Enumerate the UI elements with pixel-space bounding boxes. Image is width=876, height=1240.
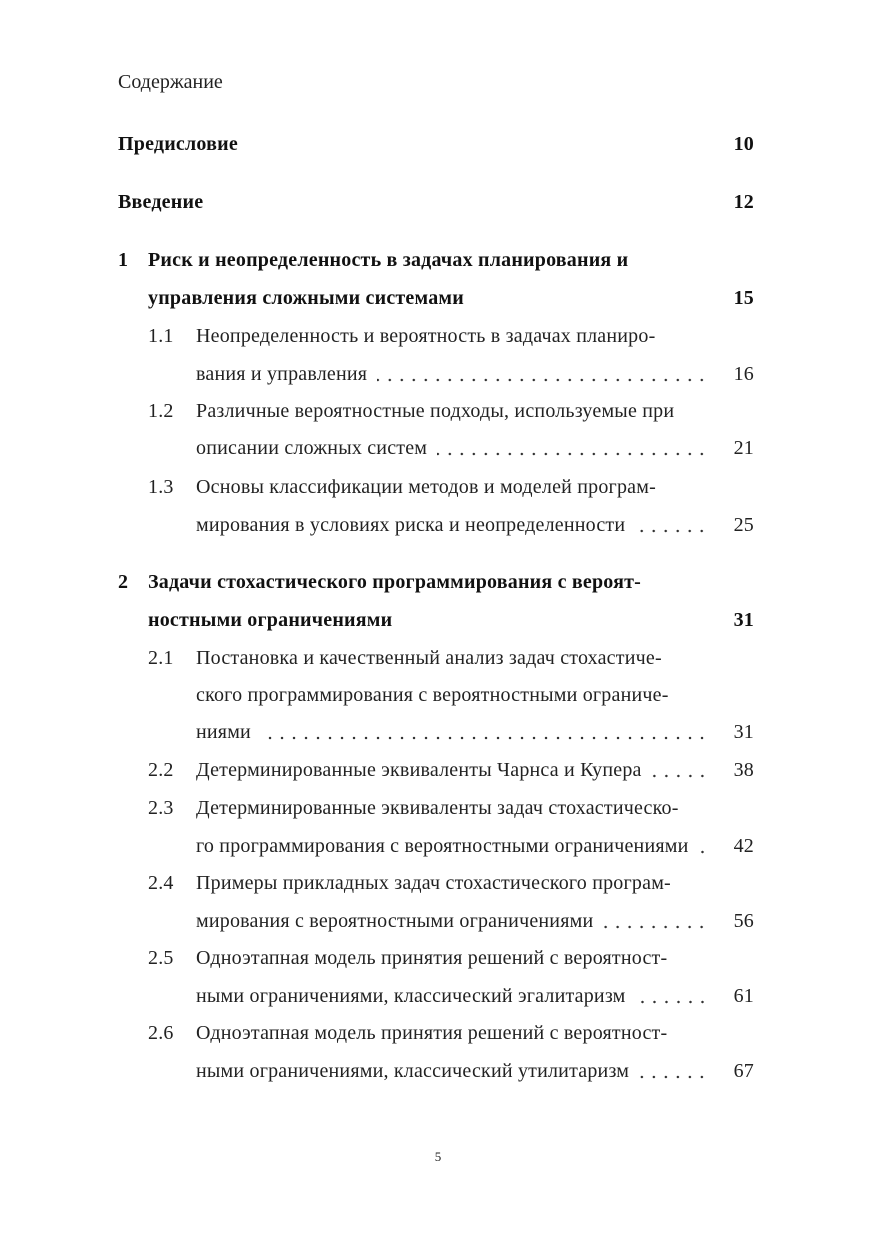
toc-entry-line[interactable]: Риск и неопределенность в задачах планир… (148, 246, 628, 274)
toc-page-number: 15 (733, 287, 754, 309)
toc-entry-line[interactable]: Неопределенность и вероятность в задачах… (196, 322, 655, 350)
toc-entry-line[interactable]: Одноэтапная модель принятия решений с ве… (196, 944, 667, 972)
toc-entry-text: Примеры прикладных задач стохастического… (196, 872, 671, 894)
dot-leader (603, 907, 708, 935)
toc-entry-text: Риск и неопределенность в задачах планир… (148, 249, 629, 271)
toc-entry-line[interactable]: Примеры прикладных задач стохастического… (196, 869, 671, 897)
toc-entry-number: 1.3 (148, 476, 174, 498)
toc-entry-line[interactable]: Основы классификации методов и моделей п… (196, 473, 656, 501)
toc-entry-text: Задачи стохастического программирования … (148, 571, 642, 593)
toc-entry-line[interactable]: мирования с вероятностными ограничениями (196, 907, 716, 935)
toc-page-number: 31 (733, 609, 754, 631)
toc-entry-line[interactable]: Задачи стохастического программирования … (148, 568, 641, 596)
toc-page-number: 16 (733, 363, 754, 385)
toc-entry-line[interactable]: го программирования с вероятностными огр… (196, 832, 716, 860)
toc-entry-text: Предисловие (118, 133, 238, 155)
toc-entry-text: Неопределенность и вероятность в задачах… (196, 325, 656, 347)
toc-entry-text: ными ограничениями, классический эгалита… (196, 985, 626, 1007)
dot-leader (437, 434, 708, 462)
toc-entry-line[interactable]: Детерминированные эквиваленты Чарнса и К… (196, 756, 716, 784)
toc-entry-line[interactable]: Детерминированные эквиваленты задач стох… (196, 794, 679, 822)
toc-entry-line[interactable]: Постановка и качественный анализ задач с… (196, 644, 662, 672)
dot-leader (639, 1057, 708, 1085)
toc-entry-text: Одноэтапная модель принятия решений с ве… (196, 1022, 668, 1044)
toc-entry-line[interactable]: описании сложных систем (196, 434, 716, 462)
dot-leader (377, 360, 708, 388)
toc-entry-number: 1.1 (148, 325, 174, 347)
toc-page-number: 67 (733, 1060, 754, 1082)
toc-entry-number: 2.6 (148, 1022, 174, 1044)
toc-page-number: 38 (733, 759, 754, 781)
toc-entry-line[interactable]: управления сложными системами (148, 284, 716, 312)
toc-entry-line[interactable]: ностными ограничениями (148, 606, 716, 634)
toc-entry-text: мирования с вероятностными ограничениями (196, 910, 594, 932)
toc-page-number: 10 (733, 133, 754, 155)
toc-page-number: 56 (733, 910, 754, 932)
toc-entry-text: Детерминированные эквиваленты Чарнса и К… (196, 759, 642, 781)
toc-entry-number: 2 (118, 571, 129, 593)
toc-entry-text: мирования в условиях риска и неопределен… (196, 514, 626, 536)
toc-entry-text: ского программирования с вероятностными … (196, 684, 669, 706)
toc-entry-text: Одноэтапная модель принятия решений с ве… (196, 947, 668, 969)
toc-entry-text: Различные вероятностные подходы, использ… (196, 400, 675, 422)
toc-page-number: 31 (733, 721, 754, 743)
toc-entry-line[interactable]: ниями (196, 718, 716, 746)
toc-entry-line[interactable]: Введение (118, 188, 716, 216)
toc-entry-number: 1.2 (148, 400, 174, 422)
toc-page-number: 61 (733, 985, 754, 1007)
toc-entry-text: Введение (118, 191, 204, 213)
toc-page-number: 12 (733, 191, 754, 213)
toc-entry-number: 2.2 (148, 759, 174, 781)
toc-entry-line[interactable]: Предисловие (118, 130, 716, 158)
toc-entry-text: Детерминированные эквиваленты задач стох… (196, 797, 679, 819)
toc-entry-number: 1 (118, 249, 129, 271)
toc-entry-number: 2.1 (148, 647, 174, 669)
dot-leader (260, 718, 708, 746)
toc-entry-number: 2.5 (148, 947, 174, 969)
dot-leader (635, 511, 708, 539)
toc-entry-number: 2.3 (148, 797, 174, 819)
toc-page-number: 21 (733, 437, 754, 459)
toc-entry-text: го программирования с вероятностными огр… (196, 835, 689, 857)
toc-entry-number: 2.4 (148, 872, 174, 894)
toc-entry-text: ностными ограничениями (148, 609, 393, 631)
toc-entry-line[interactable]: вания и управления (196, 360, 716, 388)
toc-entry-text: ными ограничениями, классический утилита… (196, 1060, 630, 1082)
toc-entry-line[interactable]: Одноэтапная модель принятия решений с ве… (196, 1019, 667, 1047)
toc-entry-text: управления сложными системами (148, 287, 464, 309)
dot-leader (651, 756, 708, 784)
toc-entry-text: ниями (196, 721, 251, 743)
toc-page-number: 42 (733, 835, 754, 857)
toc-entry-line[interactable]: ными ограничениями, классический эгалита… (196, 982, 716, 1010)
toc-entry-text: Постановка и качественный анализ задач с… (196, 647, 662, 669)
dot-leader (635, 982, 708, 1010)
toc-heading: Содержание (118, 71, 223, 93)
toc-entry-line[interactable]: ными ограничениями, классический утилита… (196, 1057, 716, 1085)
dot-leader (698, 832, 708, 860)
toc-page-number: 25 (733, 514, 754, 536)
toc-entry-text: описании сложных систем (196, 437, 428, 459)
toc-entry-line[interactable]: ского программирования с вероятностными … (196, 681, 669, 709)
toc-entry-text: вания и управления (196, 363, 368, 385)
toc-entry-text: Основы классификации методов и моделей п… (196, 476, 656, 498)
toc-entry-line[interactable]: Различные вероятностные подходы, использ… (196, 397, 674, 425)
toc-entry-line[interactable]: мирования в условиях риска и неопределен… (196, 511, 716, 539)
page-number: 5 (434, 1149, 442, 1164)
